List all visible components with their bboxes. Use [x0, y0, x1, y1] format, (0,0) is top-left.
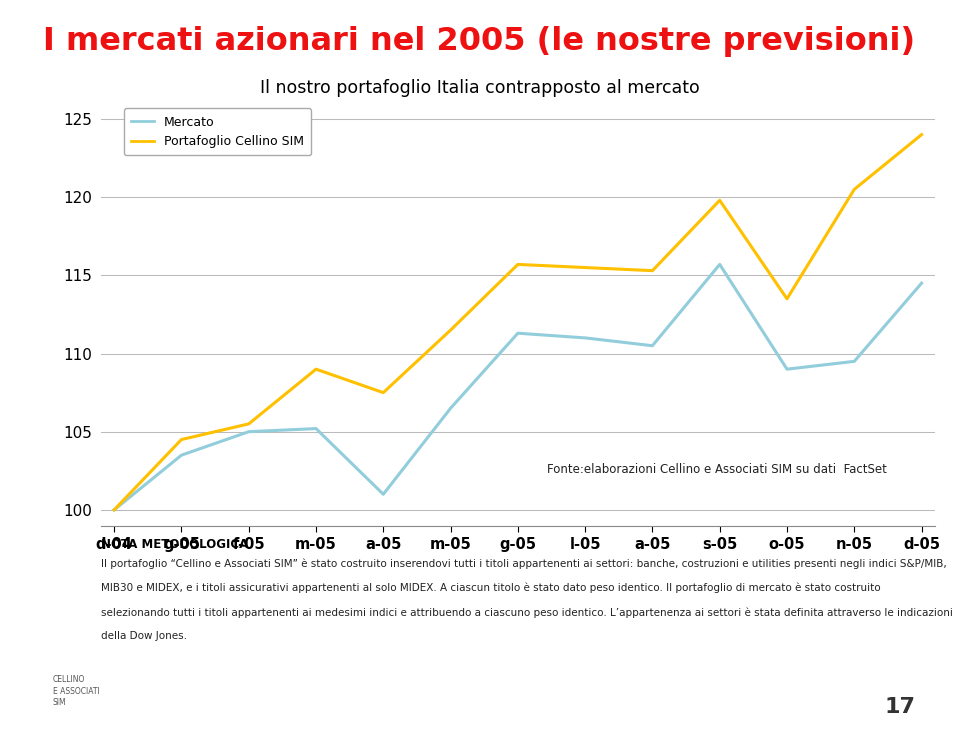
Text: Fonte:elaborazioni Cellino e Associati SIM su dati  FactSet: Fonte:elaborazioni Cellino e Associati S… — [547, 463, 887, 476]
Text: Il nostro portafoglio Italia contrapposto al mercato: Il nostro portafoglio Italia contrappost… — [260, 79, 699, 96]
Text: 17: 17 — [885, 697, 916, 717]
Text: I mercati azionari nel 2005 (le nostre previsioni): I mercati azionari nel 2005 (le nostre p… — [43, 26, 916, 57]
Text: NOTA METODOLOGICA: NOTA METODOLOGICA — [101, 538, 248, 551]
Text: MIB30 e MIDEX, e i titoli assicurativi appartenenti al solo MIDEX. A ciascun tit: MIB30 e MIDEX, e i titoli assicurativi a… — [101, 583, 880, 593]
Text: della Dow Jones.: della Dow Jones. — [101, 631, 187, 642]
Legend: Mercato, Portafoglio Cellino SIM: Mercato, Portafoglio Cellino SIM — [124, 108, 311, 156]
Text: selezionando tutti i titoli appartenenti ai medesimi indici e attribuendo a cias: selezionando tutti i titoli appartenenti… — [101, 607, 952, 617]
Text: CELLINO
E ASSOCIATI
SIM: CELLINO E ASSOCIATI SIM — [53, 675, 100, 707]
Text: Il portafoglio “Cellino e Associati SIM” è stato costruito inserendovi tutti i t: Il portafoglio “Cellino e Associati SIM”… — [101, 559, 947, 569]
